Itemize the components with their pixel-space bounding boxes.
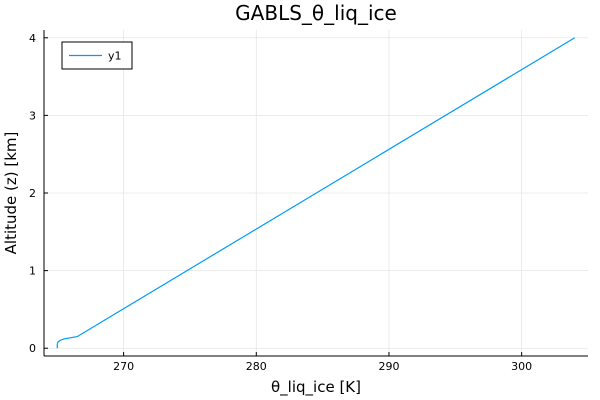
y-tick-label: 1	[29, 265, 36, 278]
y-tick-label: 4	[29, 32, 36, 45]
y-tick-label: 3	[29, 109, 36, 122]
y-ticks: 0 1 2 3 4	[29, 32, 48, 355]
series-group	[56, 37, 576, 349]
y-tick-label: 0	[29, 342, 36, 355]
grid	[44, 30, 588, 356]
y-axis-title: Altitude (z) [km]	[2, 132, 20, 255]
y-tick-label: 2	[29, 187, 36, 200]
series-line-y1	[56, 37, 576, 349]
x-tick-label: 300	[511, 360, 532, 373]
x-axis-title: θ_liq_ice [K]	[271, 378, 361, 397]
x-tick-label: 280	[246, 360, 267, 373]
legend: y1	[61, 41, 133, 70]
x-ticks: 270 280 290 300	[113, 352, 532, 373]
x-tick-label: 290	[378, 360, 399, 373]
legend-label-y1: y1	[108, 50, 122, 63]
chart-title: GABLS_θ_liq_ice	[235, 1, 397, 25]
x-tick-label: 270	[113, 360, 134, 373]
